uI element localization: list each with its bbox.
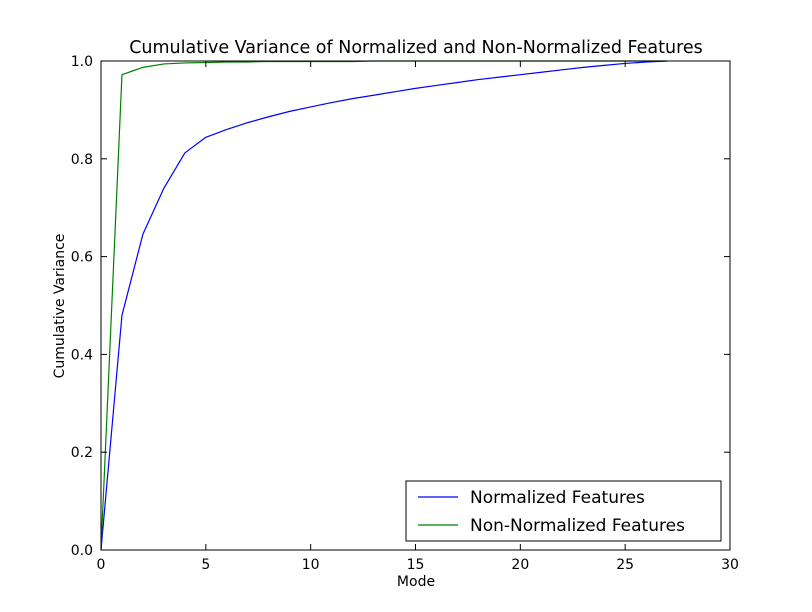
series-line-non-normalized	[100, 60, 668, 551]
y-axis-label: Cumulative Variance	[52, 234, 68, 379]
series-line-normalized	[100, 60, 668, 551]
y-tick-label: 0.8	[71, 152, 93, 168]
legend: Normalized Features Non-Normalized Featu…	[405, 480, 722, 542]
y-tick-label: 0.2	[71, 445, 93, 461]
y-tick-label: 1.0	[71, 54, 93, 70]
y-tick-label: 0.0	[71, 543, 93, 559]
tick-layer: 0 5 10 15 20 25 30 0.0 0.2 0.4 0.6 0.8 1.0	[71, 54, 739, 573]
y-tick-label: 0.4	[71, 347, 93, 363]
x-tick-label: 5	[201, 557, 210, 573]
x-tick-label: 30	[721, 557, 739, 573]
x-axis-label: Mode	[397, 574, 435, 590]
x-tick-label: 0	[97, 557, 106, 573]
chart-title: Cumulative Variance of Normalized and No…	[129, 38, 703, 58]
legend-label-normalized: Normalized Features	[470, 488, 645, 508]
y-tick-label: 0.6	[71, 250, 93, 266]
series-layer	[100, 60, 668, 551]
plot-frame	[100, 60, 731, 551]
x-tick-label: 25	[616, 557, 634, 573]
x-tick-label: 20	[511, 557, 529, 573]
legend-frame	[405, 480, 722, 542]
x-tick-label: 15	[407, 557, 425, 573]
x-tick-label: 10	[302, 557, 320, 573]
legend-label-non-normalized: Non-Normalized Features	[470, 516, 685, 536]
